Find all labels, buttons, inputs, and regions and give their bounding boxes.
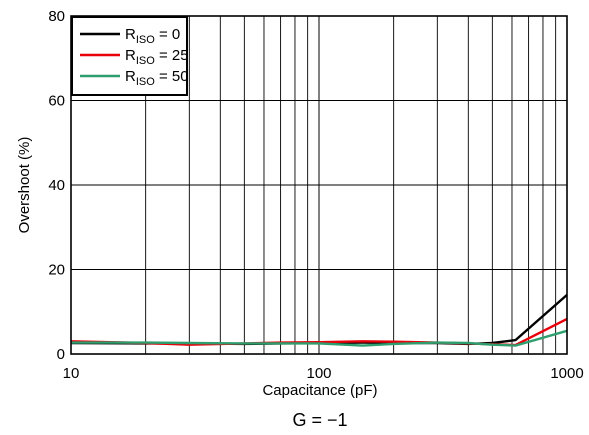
series-line-3 (71, 329, 568, 347)
y-tick-label: 20 (48, 262, 65, 279)
y-tick-label: 60 (48, 93, 65, 110)
legend-label-3: RISO = 50 (125, 68, 189, 88)
x-tick-label: 100 (306, 365, 331, 382)
tick-label-layer: 0 20 40 60 80 10 100 1000 (48, 8, 583, 382)
legend-label-1: RISO = 0 (125, 26, 180, 46)
x-axis-title: Capacitance (pF) (262, 382, 377, 399)
x-tick-label: 1000 (550, 365, 583, 382)
series-layer (70, 293, 568, 347)
x-tick-label: 10 (63, 365, 80, 382)
chart-caption: G = −1 (292, 410, 347, 430)
legend-label-2: RISO = 25 (125, 47, 189, 67)
y-tick-label: 40 (48, 177, 65, 194)
y-axis-title: Overshoot (%) (16, 137, 33, 234)
grid-layer (71, 16, 567, 354)
plot-frame (70, 15, 568, 355)
y-tick-label: 80 (48, 8, 65, 25)
y-tick-label: 0 (57, 346, 65, 363)
